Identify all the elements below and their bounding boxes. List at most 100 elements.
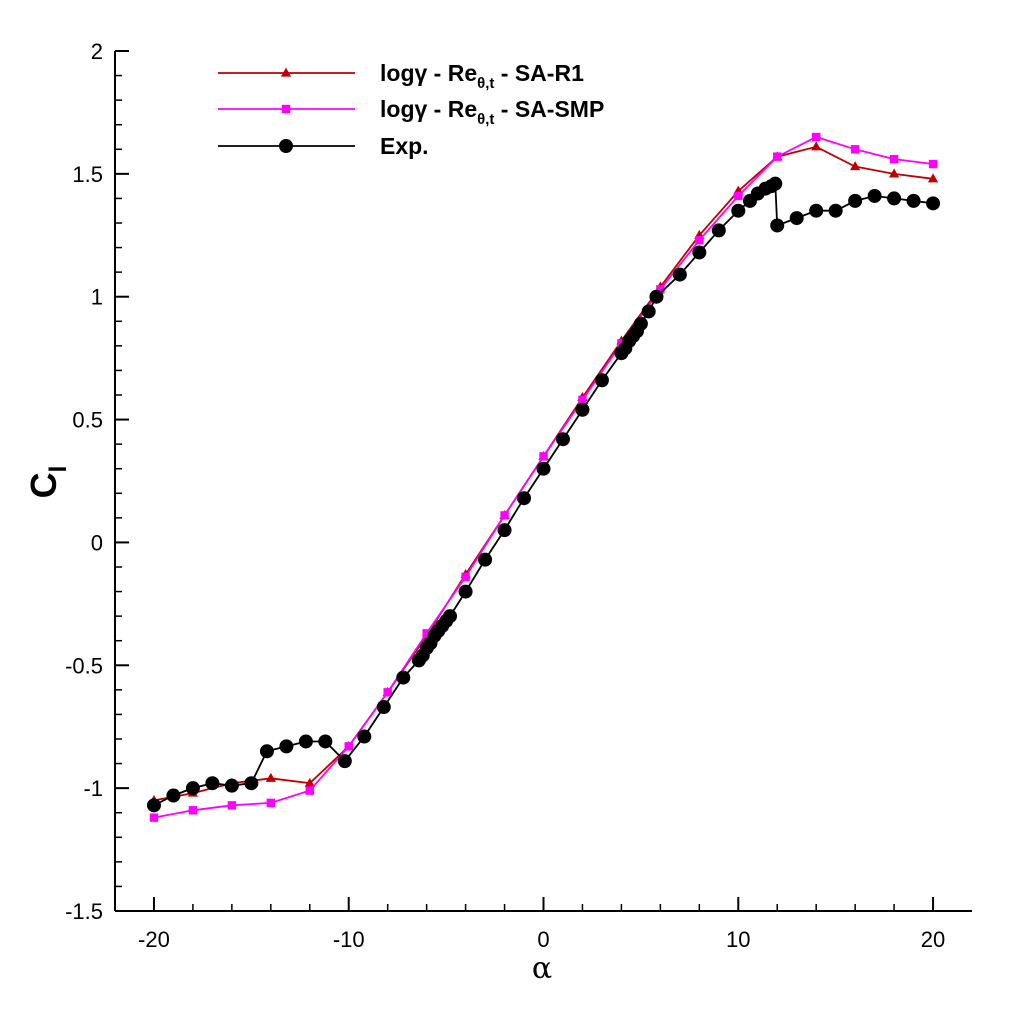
y-tick-label: 1: [91, 285, 103, 310]
data-point: [305, 786, 314, 795]
data-point: [848, 193, 863, 208]
legend-label-main: logγ - Re: [380, 60, 477, 86]
data-point: [773, 152, 782, 161]
data-point: [344, 742, 353, 751]
data-point: [146, 798, 161, 813]
data-point: [443, 609, 458, 624]
data-point: [811, 132, 821, 142]
data-point: [458, 584, 473, 599]
legend-entry: logγ - Reθ,t - SA-SMP: [218, 96, 604, 128]
legend-label-sub: θ,t: [477, 75, 494, 92]
data-point: [770, 218, 785, 233]
data-point: [478, 552, 493, 567]
y-axis-title-sub: l: [45, 466, 72, 473]
data-point: [337, 754, 352, 769]
legend-entry: logγ - Reθ,t - SA-R1: [218, 60, 584, 92]
data-point: [461, 572, 470, 582]
data-point: [734, 191, 743, 201]
data-point: [695, 236, 704, 245]
data-point: [188, 806, 198, 815]
y-tick-label: -1.5: [65, 899, 103, 924]
data-point: [205, 776, 220, 791]
data-point: [227, 801, 237, 810]
data-point: [357, 729, 372, 744]
data-point: [811, 141, 822, 151]
legend-label-sub: θ,t: [477, 111, 494, 128]
data-point: [279, 739, 294, 754]
data-point: [224, 778, 239, 793]
y-tick-label: 0.5: [72, 408, 103, 433]
data-point: [850, 161, 861, 171]
legend-entry: Exp.: [218, 133, 429, 159]
data-point: [889, 154, 899, 164]
data-point: [888, 168, 900, 178]
data-point: [731, 203, 746, 218]
x-tick-label: -20: [138, 927, 170, 952]
legend-label-suffix: - SA-R1: [494, 60, 584, 86]
legend-label: logγ - Reθ,t - SA-SMP: [380, 96, 604, 128]
y-tick-label: 1.5: [72, 162, 103, 187]
legend-label: Exp.: [380, 133, 429, 159]
data-point: [259, 744, 274, 759]
data-point: [887, 191, 902, 206]
legend-label-main: Exp.: [380, 133, 429, 159]
y-tick-label: 2: [91, 39, 103, 64]
x-tick-label: 20: [921, 927, 945, 952]
y-tick-label: -0.5: [65, 653, 103, 678]
x-tick-label: -10: [333, 927, 365, 952]
y-axis-title: Cl: [23, 466, 72, 499]
series-2: [149, 132, 938, 822]
x-tick-label: 0: [537, 927, 549, 952]
data-point: [656, 285, 665, 294]
svg-text:Cl: Cl: [23, 466, 72, 499]
data-point: [383, 688, 392, 697]
data-point: [711, 223, 726, 238]
data-point: [633, 316, 648, 331]
data-point: [867, 188, 882, 203]
data-point: [500, 511, 509, 520]
series-layer: [146, 132, 941, 822]
data-point: [828, 203, 843, 218]
data-point: [422, 629, 431, 638]
legend-marker: [279, 139, 293, 153]
data-point: [318, 734, 333, 749]
data-point: [649, 289, 664, 304]
data-point: [672, 267, 687, 282]
data-point: [149, 813, 159, 822]
data-point: [185, 781, 200, 796]
legend-label: logγ - Reθ,t - SA-R1: [380, 60, 584, 92]
x-tick-label: 10: [726, 927, 750, 952]
data-point: [768, 176, 783, 191]
data-point: [578, 395, 587, 405]
data-point: [244, 776, 259, 791]
data-point: [906, 193, 921, 208]
legend-label-suffix: - SA-SMP: [494, 96, 604, 122]
legend-marker: [281, 104, 291, 114]
data-point: [376, 700, 391, 715]
data-point: [517, 491, 532, 506]
series-3: [146, 176, 941, 813]
data-point: [265, 772, 276, 782]
data-point: [396, 670, 411, 685]
data-point: [927, 173, 939, 183]
data-point: [555, 432, 570, 447]
y-axis-title-main: C: [23, 472, 64, 498]
data-point: [809, 203, 824, 218]
data-point: [926, 196, 941, 211]
x-axis-title: α: [532, 951, 552, 986]
data-point: [304, 777, 315, 787]
data-point: [928, 159, 938, 169]
y-tick-label: 0: [91, 530, 103, 555]
data-point: [850, 145, 860, 154]
axes: -20 -10 0 10 20 -1.5 -1 -0.5 0 0.5 1 1.5 2: [65, 39, 972, 952]
data-point: [539, 452, 548, 461]
legend-marker: [280, 67, 292, 77]
legend-label-main: logγ - Re: [380, 96, 477, 122]
data-point: [641, 304, 656, 319]
data-point: [575, 402, 590, 417]
data-point: [266, 798, 276, 808]
data-point: [166, 788, 181, 803]
